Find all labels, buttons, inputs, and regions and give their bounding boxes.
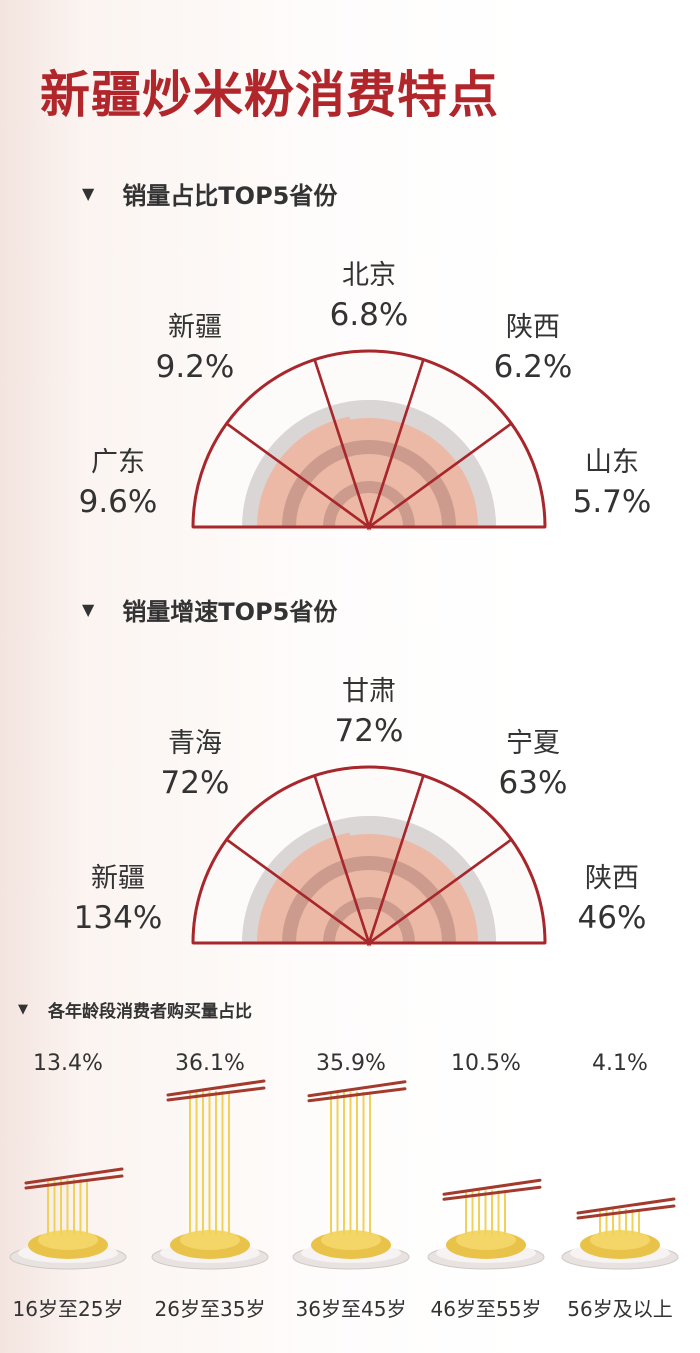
fan-label-value: 6.8% (329, 297, 409, 333)
section-heading-share: ▼ 销量占比TOP5省份 (82, 176, 337, 211)
age-group-1: 36.1% 26岁至35岁 (140, 1045, 280, 1345)
fan-outline-arc (191, 765, 547, 944)
noodle-bar (47, 1179, 88, 1235)
fan-ring-core (257, 415, 481, 527)
fan-ring-overlay (346, 816, 496, 944)
noodle-bowl-icon (561, 1197, 679, 1270)
fan-label-name: 山东 (585, 447, 639, 478)
section-heading-age: ▼ 各年龄段消费者购买量占比 (18, 997, 252, 1022)
fan-label-新疆: 新疆 134% (53, 861, 183, 939)
fan-label-name: 宁夏 (506, 728, 560, 759)
section-heading-share-text: 销量占比TOP5省份 (122, 182, 338, 210)
noodle-bowl-icon (427, 1178, 545, 1270)
fan-label-name: 新疆 (168, 312, 222, 343)
fan-label-name: 新疆 (91, 863, 145, 894)
age-group-label: 36岁至45岁 (295, 1297, 407, 1321)
fan-label-北京: 北京 6.8% (304, 258, 434, 336)
fan-label-value: 72% (334, 713, 404, 749)
age-noodle-chart: 13.4% 16岁至25岁 36.1% 26岁至35岁 35.9% 36岁至45岁 10.5… (0, 1045, 700, 1345)
fan-label-value: 72% (160, 765, 230, 801)
fan-label-陕西: 陕西 46% (547, 861, 677, 939)
age-group-label: 46岁至55岁 (430, 1297, 542, 1321)
fan-label-value: 46% (577, 900, 647, 936)
fan-label-青海: 青海 72% (130, 726, 260, 804)
fan-ring-core (257, 831, 481, 943)
chopstick (442, 1178, 542, 1196)
chopstick (307, 1080, 407, 1098)
fan-ring-inner (323, 481, 415, 528)
chopstick (24, 1167, 124, 1185)
page-title: 新疆炒米粉消费特点 (40, 66, 499, 124)
noodle-pile-top (456, 1230, 516, 1250)
fan-ring-overlay (346, 400, 496, 528)
section-heading-growth-text: 销量增速TOP5省份 (122, 598, 338, 626)
fan-label-新疆: 新疆 9.2% (130, 310, 260, 388)
age-group-label: 56岁及以上 (567, 1297, 673, 1321)
chopstick (166, 1079, 266, 1097)
noodle-bowl-icon (9, 1167, 127, 1270)
fan-label-甘肃: 甘肃 72% (304, 674, 434, 752)
section-heading-age-text: 各年龄段消费者购买量占比 (48, 1002, 252, 1022)
noodle-pile-top (38, 1230, 98, 1250)
chopstick (442, 1185, 542, 1201)
noodle-pile-top (590, 1230, 650, 1250)
fan-outline-arc (191, 349, 547, 528)
age-value-label: 36.1% (175, 1051, 245, 1076)
fan-label-value: 134% (73, 900, 163, 936)
section-heading-growth: ▼ 销量增速TOP5省份 (82, 592, 337, 627)
fan-label-name: 青海 (168, 728, 222, 759)
fan-label-value: 9.6% (78, 484, 158, 520)
fan-ring-middle (282, 856, 456, 944)
age-value-label: 13.4% (33, 1051, 103, 1076)
share-fan-chart (191, 349, 547, 532)
chopstick (576, 1197, 676, 1215)
triangle-down-icon: ▼ (82, 184, 95, 203)
age-value-label: 4.1% (592, 1051, 648, 1076)
fan-label-value: 9.2% (155, 349, 235, 385)
age-group-label: 16岁至25岁 (12, 1297, 124, 1321)
noodle-bowl-icon (292, 1080, 410, 1270)
fan-label-name: 广东 (91, 447, 145, 478)
fan-label-山东: 山东 5.7% (547, 445, 677, 523)
fan-label-宁夏: 宁夏 63% (468, 726, 598, 804)
noodle-bowl-icon (151, 1079, 269, 1270)
fan-label-name: 北京 (342, 260, 396, 291)
age-group-3: 10.5% 46岁至55岁 (416, 1045, 556, 1345)
chopstick (307, 1087, 407, 1103)
age-value-label: 35.9% (316, 1051, 386, 1076)
noodle-pile-top (180, 1230, 240, 1250)
fan-label-name: 甘肃 (342, 676, 396, 707)
fan-ring-middle (282, 440, 456, 528)
noodle-bar (189, 1091, 230, 1235)
noodle-pile-top (321, 1230, 381, 1250)
age-group-2: 35.9% 36岁至45岁 (281, 1045, 421, 1345)
growth-fan-chart (191, 765, 547, 948)
triangle-down-icon: ▼ (18, 1002, 28, 1017)
age-group-label: 26岁至35岁 (154, 1297, 266, 1321)
chopstick (166, 1086, 266, 1102)
fan-label-name: 陕西 (506, 312, 560, 343)
fan-label-广东: 广东 9.6% (53, 445, 183, 523)
noodle-bar (330, 1091, 371, 1235)
triangle-down-icon: ▼ (82, 600, 95, 619)
chopstick (576, 1204, 676, 1220)
fan-label-name: 陕西 (585, 863, 639, 894)
fan-label-陕西: 陕西 6.2% (468, 310, 598, 388)
age-group-0: 13.4% 16岁至25岁 (0, 1045, 138, 1345)
fan-ring-inner (323, 897, 415, 944)
chopstick (24, 1174, 124, 1190)
fan-label-value: 6.2% (493, 349, 573, 385)
age-group-4: 4.1% 56岁及以上 (550, 1045, 690, 1345)
fan-label-value: 63% (498, 765, 568, 801)
fan-label-value: 5.7% (572, 484, 652, 520)
age-value-label: 10.5% (451, 1051, 521, 1076)
